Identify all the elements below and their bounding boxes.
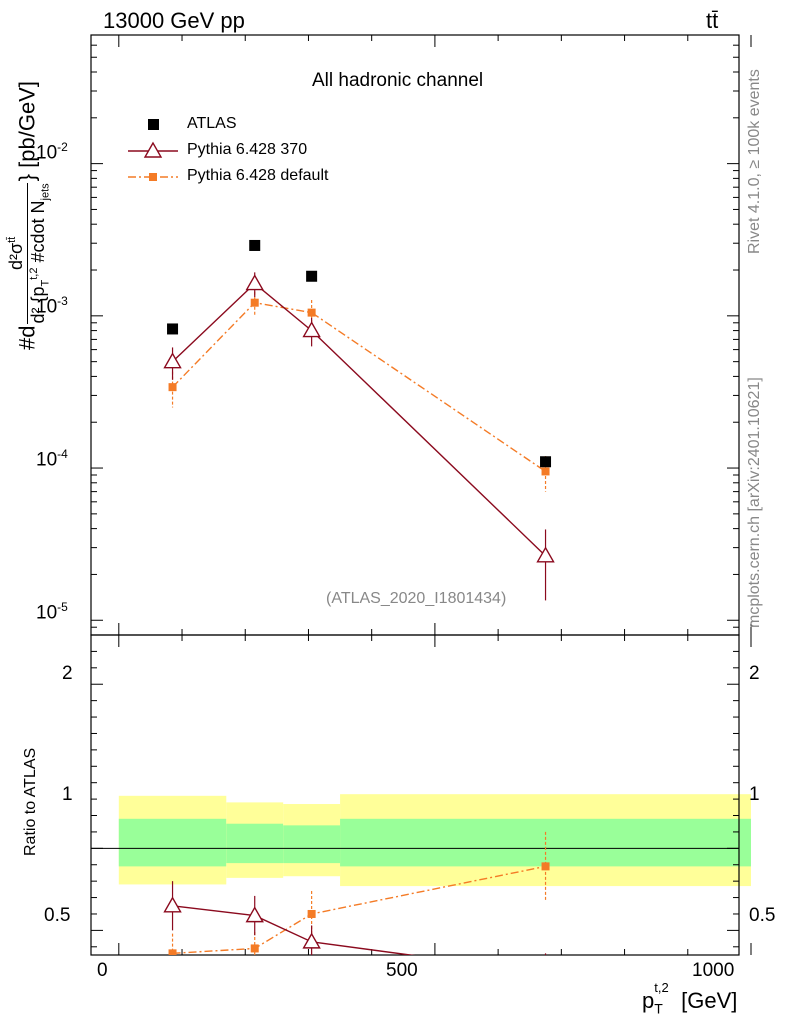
ratio-point-2-2 <box>307 909 316 918</box>
ratio-band-green-1 <box>226 823 284 864</box>
chart-title: All hadronic channel <box>312 70 484 91</box>
y-tick-label-1e-3: 10-3 <box>36 294 68 318</box>
y-tick-label-1e-2: 10-2 <box>36 140 68 164</box>
axis-ticks <box>91 34 752 955</box>
legend-marker-pythia-default <box>149 173 157 181</box>
legend-label-atlas: ATLAS <box>187 115 237 132</box>
legend-label-pythia-default: Pythia 6.428 default <box>187 167 329 184</box>
x-axis-title: pT t,2 [GeV] <box>642 980 738 1017</box>
energy-label: 13000 GeV pp <box>103 8 245 33</box>
ratio-tick-label-2: 2 <box>62 663 73 684</box>
ratio-point-1-1 <box>245 906 264 923</box>
y-axis-title-main: #d d²σtt̄ d² {pTt,2 #cdot Njets} [pb/GeV] <box>6 81 52 350</box>
data-point-0-3 <box>540 456 552 468</box>
ratio-band-green-2 <box>283 825 341 864</box>
legend-marker-atlas <box>148 119 159 130</box>
ratio-uncertainty-bands <box>91 794 751 887</box>
data-point-2-0 <box>168 383 177 392</box>
data-point-1-0 <box>163 352 182 369</box>
x-tick-label-1000: 1000 <box>692 960 735 981</box>
ratio-point-2-3 <box>541 862 550 871</box>
rivet-label: Rivet 4.1.0, ≥ 100k events <box>746 69 763 254</box>
legend-label-pythia-370: Pythia 6.428 370 <box>187 141 308 158</box>
data-point-2-1 <box>250 298 259 307</box>
data-point-1-2 <box>302 321 321 338</box>
data-point-1-1 <box>245 274 264 291</box>
ratio-point-1-0 <box>163 896 182 913</box>
data-point-2-2 <box>307 308 316 317</box>
source-label: mcplots.cern.ch [arXiv:2401.10621] <box>746 377 763 628</box>
ratio-line-2 <box>172 865 546 955</box>
process-label: tt̄ <box>706 8 719 33</box>
ratio-point-2-1 <box>250 944 259 953</box>
y-tick-label-1e-5: 10-5 <box>36 600 68 624</box>
legend-marker-pythia-370 <box>143 141 163 158</box>
series-lines <box>172 282 547 557</box>
x-tick-label-0: 0 <box>97 960 108 981</box>
ratio-tick-label-1-right: 1 <box>749 784 760 805</box>
ratio-tick-label-0-5: 0.5 <box>44 905 71 926</box>
data-point-0-2 <box>306 270 318 282</box>
ratio-point-1-3 <box>538 965 554 979</box>
ratio-tick-label-2-right: 2 <box>749 663 760 684</box>
ratio-line-1 <box>172 905 416 955</box>
data-point-0-0 <box>167 323 179 335</box>
ratio-band-green-0 <box>118 818 227 867</box>
data-point-1-3 <box>536 546 555 563</box>
x-tick-label-500: 500 <box>386 960 418 981</box>
data-point-2-3 <box>541 467 550 476</box>
ratio-tick-label-1: 1 <box>62 784 73 805</box>
data-point-0-1 <box>249 239 261 251</box>
series-markers <box>163 239 555 979</box>
ratio-point-1-2 <box>302 932 321 949</box>
ratio-point-2-0 <box>168 949 177 955</box>
y-axis-title-ratio: Ratio to ATLAS <box>22 747 39 856</box>
y-tick-label-1e-4: 10-4 <box>36 447 68 471</box>
legend-markers <box>128 119 178 181</box>
ratio-series <box>163 831 554 979</box>
series-line-2 <box>172 301 546 473</box>
series-line-1 <box>172 282 547 557</box>
ratio-tick-label-0-5-right: 0.5 <box>749 905 776 926</box>
analysis-id: (ATLAS_2020_I1801434) <box>326 590 507 607</box>
